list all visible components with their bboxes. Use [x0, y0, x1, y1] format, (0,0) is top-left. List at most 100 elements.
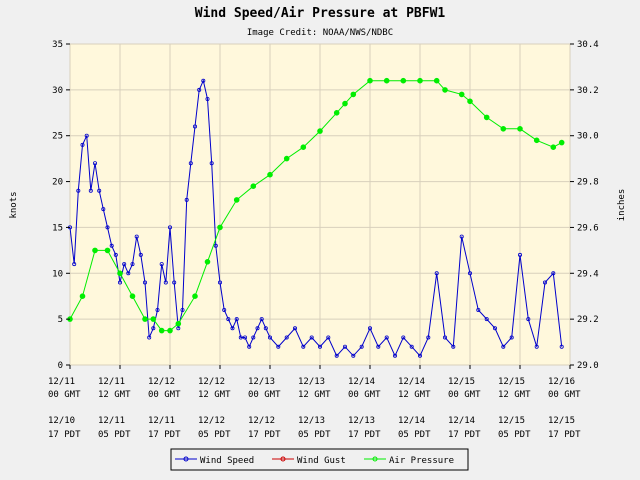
- y-tick-label-left: 15: [52, 223, 63, 233]
- x-tick-label-pdt-date: 12/13: [298, 416, 325, 426]
- data-point-wind-speed: [155, 307, 160, 312]
- data-point-air-pressure: [158, 327, 165, 334]
- x-tick-label-pdt-hour: 17 PDT: [448, 430, 481, 440]
- x-tick-label-pdt-date: 12/13: [348, 416, 375, 426]
- data-point-air-pressure: [150, 316, 157, 322]
- x-tick-label-gmt-hour: 00 GMT: [248, 390, 281, 400]
- data-point-wind-speed: [134, 234, 139, 239]
- data-point-wind-speed: [118, 280, 123, 285]
- data-point-wind-speed: [309, 335, 314, 340]
- data-point-wind-speed: [109, 243, 114, 248]
- data-point-air-pressure: [500, 126, 507, 132]
- data-point-air-pressure: [250, 183, 257, 190]
- legend-label-wind-speed: Wind Speed: [200, 456, 254, 466]
- data-point-air-pressure: [550, 144, 557, 151]
- x-tick-label-gmt-hour: 12 GMT: [198, 390, 231, 400]
- data-point-air-pressure: [192, 293, 198, 300]
- data-point-air-pressure: [533, 137, 540, 144]
- data-point-air-pressure: [175, 320, 182, 327]
- legend-marker-wind-speed: [183, 456, 189, 462]
- data-point-wind-speed: [80, 142, 85, 147]
- data-point-wind-speed: [184, 197, 189, 202]
- data-point-wind-speed: [276, 344, 281, 349]
- data-point-wind-speed: [147, 335, 152, 340]
- x-tick-label-gmt-hour: 12 GMT: [98, 390, 131, 400]
- x-tick-label-gmt-hour: 00 GMT: [348, 390, 381, 400]
- data-point-air-pressure: [104, 247, 111, 254]
- x-tick-label-gmt-date: 12/12: [148, 377, 175, 387]
- data-point-wind-speed: [126, 271, 131, 276]
- data-point-wind-speed: [72, 262, 77, 267]
- x-tick-label-gmt-hour: 12 GMT: [298, 390, 331, 400]
- data-point-air-pressure: [350, 91, 357, 98]
- chart-title: Wind Speed/Air Pressure at PBFW1: [195, 6, 446, 21]
- x-tick-label-gmt-hour: 12 GMT: [398, 390, 431, 400]
- y-axis-label-left: knots: [9, 191, 19, 218]
- data-point-wind-speed: [467, 271, 472, 276]
- data-point-air-pressure: [317, 128, 323, 134]
- data-point-wind-speed: [492, 326, 497, 331]
- x-tick-label-gmt-date: 12/12: [198, 377, 225, 387]
- data-point-wind-speed: [226, 317, 231, 322]
- y-tick-label-left: 35: [52, 40, 63, 50]
- data-point-air-pressure: [333, 110, 340, 116]
- data-point-wind-speed: [376, 344, 381, 349]
- x-tick-label-gmt-date: 12/11: [48, 377, 75, 387]
- y-tick-label-left: 30: [52, 86, 63, 96]
- x-tick-label-pdt-date: 12/11: [98, 416, 125, 426]
- data-point-air-pressure: [467, 98, 473, 105]
- data-point-wind-speed: [234, 317, 239, 322]
- data-point-air-pressure: [233, 197, 240, 203]
- data-point-wind-speed: [76, 188, 81, 193]
- data-point-wind-speed: [205, 97, 210, 102]
- data-point-air-pressure: [142, 316, 148, 322]
- y-tick-label-right: 29.2: [577, 315, 599, 325]
- data-point-wind-speed: [259, 317, 264, 322]
- x-tick-label-gmt-hour: 00 GMT: [548, 390, 581, 400]
- x-tick-label-pdt-date: 12/14: [448, 416, 475, 426]
- x-tick-label-pdt-date: 12/11: [148, 416, 175, 426]
- x-tick-label-gmt-date: 12/11: [98, 377, 125, 387]
- data-point-wind-speed: [263, 326, 268, 331]
- x-tick-label-pdt-hour: 17 PDT: [248, 430, 281, 440]
- data-point-air-pressure: [167, 327, 173, 334]
- data-point-air-pressure: [517, 126, 523, 132]
- chart-subtitle: Image Credit: NOAA/NWS/NDBC: [247, 28, 393, 38]
- data-point-air-pressure: [300, 144, 307, 151]
- series-lines: [67, 77, 565, 358]
- data-point-wind-speed: [242, 335, 247, 340]
- data-point-air-pressure: [383, 77, 390, 84]
- x-tick-label-pdt-hour: 17 PDT: [48, 430, 81, 440]
- data-point-wind-speed: [167, 225, 172, 230]
- x-tick-label-pdt-hour: 05 PDT: [298, 430, 331, 440]
- y-tick-label-right: 29.8: [577, 178, 599, 188]
- x-tick-label-pdt-hour: 17 PDT: [548, 430, 581, 440]
- data-point-wind-speed: [159, 262, 164, 267]
- data-point-wind-speed: [230, 326, 235, 331]
- data-point-wind-speed: [188, 161, 193, 166]
- data-point-wind-speed: [93, 161, 98, 166]
- data-point-wind-speed: [342, 344, 347, 349]
- y-tick-label-right: 30.2: [577, 86, 599, 96]
- data-point-air-pressure: [442, 87, 448, 93]
- y-axis-label-right: inches: [617, 189, 627, 222]
- x-tick-label-pdt-date: 12/10: [48, 416, 75, 426]
- x-tick-label-pdt-hour: 17 PDT: [148, 430, 181, 440]
- data-point-wind-speed: [151, 326, 156, 331]
- x-tick-label-gmt-date: 12/14: [398, 377, 425, 387]
- data-point-wind-speed: [172, 280, 177, 285]
- data-point-wind-speed: [401, 335, 406, 340]
- x-tick-label-pdt-date: 12/14: [398, 416, 425, 426]
- x-tick-label-gmt-date: 12/16: [548, 377, 575, 387]
- legend-label-wind-gust: Wind Gust: [297, 456, 346, 466]
- data-point-air-pressure: [283, 155, 290, 162]
- data-point-air-pressure: [342, 100, 348, 107]
- x-tick-label-gmt-hour: 00 GMT: [48, 390, 81, 400]
- data-point-wind-speed: [384, 335, 389, 340]
- data-point-wind-speed: [201, 78, 206, 83]
- x-tick-label-pdt-hour: 05 PDT: [98, 430, 131, 440]
- data-point-wind-speed: [105, 225, 110, 230]
- data-point-wind-speed: [176, 326, 181, 331]
- data-point-air-pressure: [217, 224, 223, 231]
- data-point-wind-speed: [326, 335, 331, 340]
